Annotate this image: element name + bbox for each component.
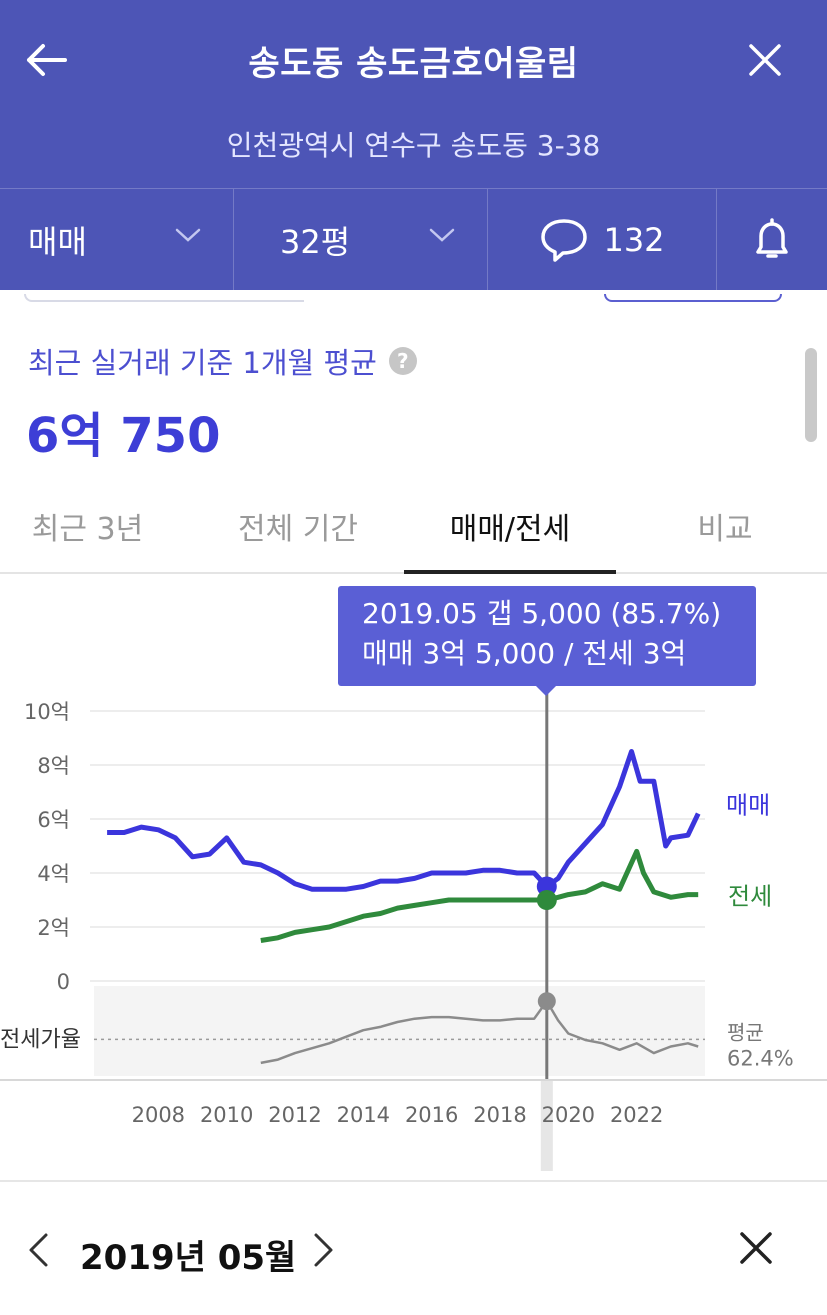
jeonse-price-line (260, 848, 699, 943)
y-tick-label: 10억 (24, 700, 70, 724)
y-tick-label: 4억 (37, 862, 70, 886)
y-tick-label: 2억 (37, 916, 70, 940)
average-label: 평균 (727, 1020, 764, 1044)
close-date-button[interactable] (736, 1228, 776, 1272)
section-divider (0, 1180, 827, 1182)
y-axis-ticks: 10억 8억 6억 4억 2억 0 (24, 700, 70, 994)
chevron-right-icon (314, 1233, 333, 1267)
prev-month-button[interactable] (26, 1232, 50, 1272)
price-chart[interactable]: 10억 8억 6억 4억 2억 0 매매 전세 전세가율 평균 62.4% 2008 201… (0, 576, 827, 1180)
chevron-down-icon (429, 228, 455, 242)
tooltip-arrow (536, 686, 556, 696)
tab-all-period[interactable]: 전체 기간 (238, 512, 358, 547)
x-tick-label: 2016 (405, 1103, 458, 1127)
x-axis-ticks: 2008 2010 2012 2014 2016 2018 2020 2022 (132, 1103, 664, 1127)
notification-button[interactable] (717, 189, 827, 290)
bell-icon (756, 217, 788, 258)
speech-bubble-icon (541, 218, 588, 262)
deal-type-label: 매매 (28, 222, 87, 261)
x-tick-label: 2018 (473, 1103, 526, 1127)
address-text: 인천광역시 연수구 송도동 3-38 (226, 129, 601, 162)
selected-date: 2019년 05월 (80, 1238, 297, 1278)
sale-price-line (107, 749, 701, 892)
tab-sale-jeonse[interactable]: 매매/전세 (449, 512, 571, 547)
chart-grid (90, 710, 705, 982)
average-price-label: 최근 실거래 기준 1개월 평균 ? (28, 340, 417, 382)
y-tick-label: 0 (57, 970, 70, 994)
x-tick-label: 2020 (542, 1103, 595, 1127)
comments-button[interactable]: 132 (488, 189, 717, 290)
chevron-down-icon (175, 228, 201, 242)
back-button[interactable] (22, 38, 70, 82)
page-title: 송도동 송도금호어울림 (248, 44, 579, 84)
x-tick-label: 2014 (337, 1103, 390, 1127)
card-edge-right (604, 294, 782, 302)
x-tick-label: 2010 (200, 1103, 253, 1127)
chart-tooltip: 2019.05 갭 5,000 (85.7%) 매매 3억 5,000 / 전세… (338, 586, 756, 696)
filter-bar: 매매 32평 132 (0, 188, 827, 290)
average-price-value: 6억 750 (26, 408, 221, 464)
tab-compare[interactable]: 비교 (697, 512, 753, 547)
comment-count: 132 (603, 220, 665, 259)
help-icon[interactable]: ? (388, 347, 417, 375)
next-month-button[interactable] (312, 1232, 336, 1272)
jeonse-price-marker (536, 890, 557, 910)
tooltip-price-text: 매매 3억 5,000 / 전세 3억 (362, 637, 687, 670)
jeonse-ratio-marker (537, 992, 556, 1011)
jeonse-ratio-label: 전세가율 (0, 1027, 81, 1052)
tooltip-gap-text: 2019.05 갭 5,000 (85.7%) (362, 597, 722, 630)
card-edge-left (24, 294, 304, 302)
deal-type-select[interactable]: 매매 (0, 189, 234, 290)
y-tick-label: 8억 (37, 754, 70, 778)
date-navigator: 2019년 05월 (0, 1196, 827, 1306)
x-tick-label: 2008 (132, 1103, 185, 1127)
size-label: 32평 (280, 222, 351, 261)
jeonse-ratio-line (260, 999, 699, 1065)
close-button[interactable] (741, 38, 789, 82)
size-select[interactable]: 32평 (234, 189, 488, 290)
period-tabs: 최근 3년 전체 기간 매매/전세 비교 (0, 478, 827, 574)
highlight-cursor-tail (540, 1081, 553, 1171)
app-header: 송도동 송도금호어울림 인천광역시 연수구 송도동 3-38 매매 32평 13… (0, 0, 827, 290)
y-tick-label: 6억 (37, 808, 70, 832)
legend-sale-label: 매매 (726, 792, 770, 820)
jeonse-ratio-background (94, 986, 705, 1076)
close-icon (740, 1232, 772, 1264)
legend-jeonse-label: 전세 (728, 883, 772, 911)
active-tab-indicator (404, 570, 616, 574)
x-tick-label: 2022 (610, 1103, 663, 1127)
arrow-left-icon (27, 44, 67, 76)
close-icon (749, 44, 781, 76)
x-tick-label: 2012 (268, 1103, 321, 1127)
tab-recent-3y[interactable]: 최근 3년 (31, 512, 144, 547)
scrollbar-thumb[interactable] (805, 348, 817, 442)
chevron-left-icon (29, 1233, 48, 1267)
average-price-caption: 최근 실거래 기준 1개월 평균 (28, 346, 377, 380)
average-value: 62.4% (727, 1046, 794, 1070)
